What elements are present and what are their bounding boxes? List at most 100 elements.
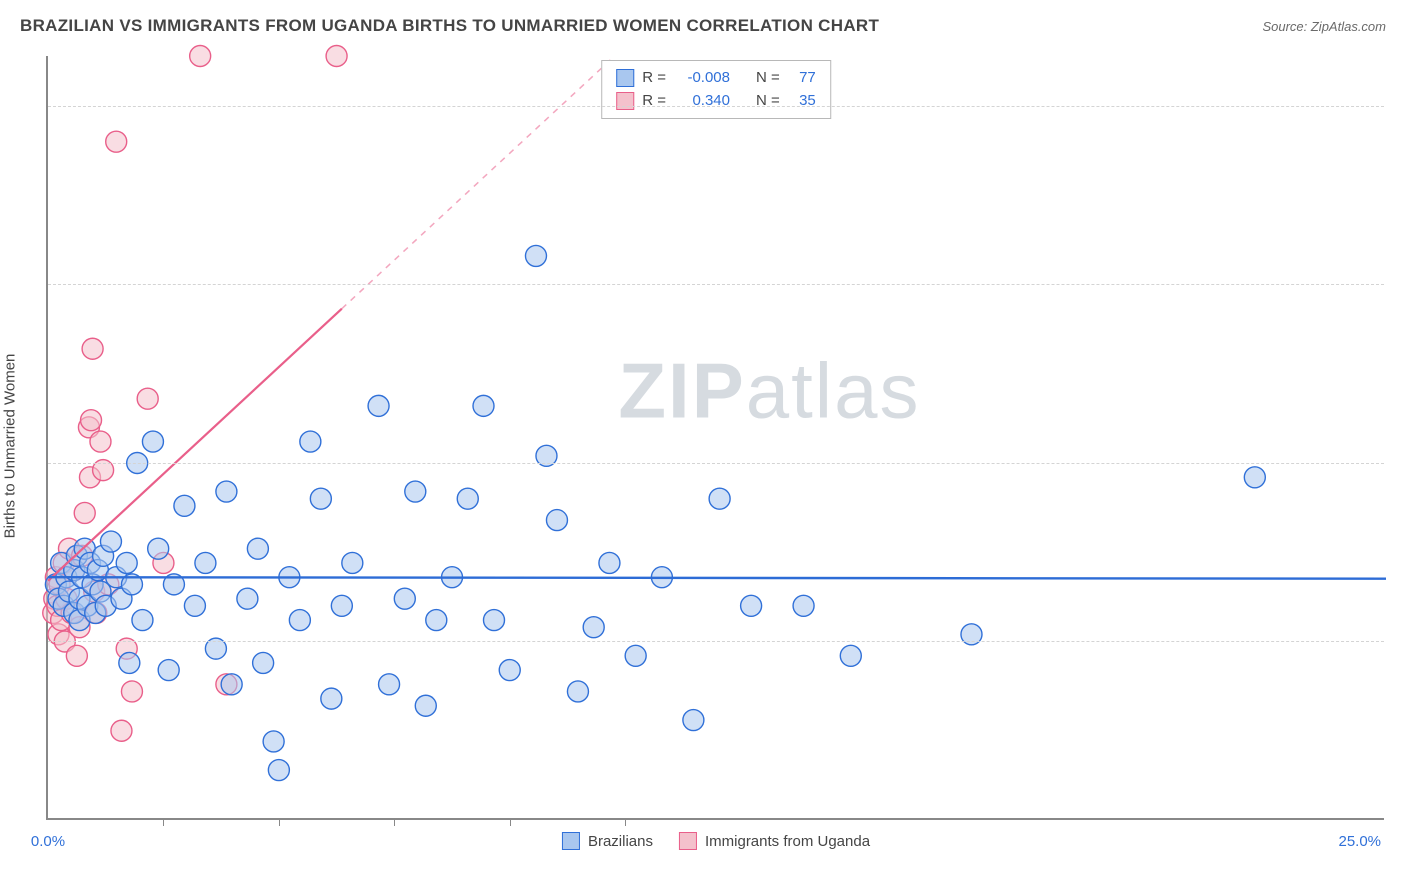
n-label: N = bbox=[756, 67, 780, 90]
y-tick-label: 100.0% bbox=[1392, 97, 1406, 114]
stats-row-pink: R = 0.340 N = 35 bbox=[616, 90, 816, 113]
data-point bbox=[111, 720, 132, 741]
y-axis-label: Births to Unmarried Women bbox=[2, 354, 19, 539]
data-point bbox=[793, 595, 814, 616]
x-tick bbox=[510, 818, 511, 826]
data-point bbox=[132, 610, 153, 631]
x-tick-label: 0.0% bbox=[31, 833, 65, 850]
data-point bbox=[310, 488, 331, 509]
data-point bbox=[457, 488, 478, 509]
data-point bbox=[190, 46, 211, 67]
data-point bbox=[221, 674, 242, 695]
n-value-pink: 35 bbox=[788, 90, 816, 113]
data-point bbox=[567, 681, 588, 702]
n-value-blue: 77 bbox=[788, 67, 816, 90]
x-tick bbox=[625, 818, 626, 826]
data-point bbox=[289, 610, 310, 631]
data-point bbox=[583, 617, 604, 638]
gridline-h bbox=[48, 641, 1384, 642]
x-tick bbox=[279, 818, 280, 826]
data-point bbox=[253, 652, 274, 673]
data-point bbox=[119, 652, 140, 673]
x-tick bbox=[394, 818, 395, 826]
chart-title: BRAZILIAN VS IMMIGRANTS FROM UGANDA BIRT… bbox=[20, 16, 879, 36]
trend-line bbox=[48, 577, 1386, 578]
chart-plot-area: ZIPatlas R = -0.008 N = 77 R = 0.340 N =… bbox=[46, 56, 1384, 820]
data-point bbox=[321, 688, 342, 709]
chart-source: Source: ZipAtlas.com bbox=[1262, 19, 1386, 34]
data-point bbox=[405, 481, 426, 502]
data-point bbox=[379, 674, 400, 695]
data-point bbox=[484, 610, 505, 631]
data-point bbox=[81, 410, 102, 431]
stats-box: R = -0.008 N = 77 R = 0.340 N = 35 bbox=[601, 60, 831, 119]
chart-header: BRAZILIAN VS IMMIGRANTS FROM UGANDA BIRT… bbox=[20, 16, 1386, 36]
data-point bbox=[546, 510, 567, 531]
data-point bbox=[426, 610, 447, 631]
data-point bbox=[342, 552, 363, 573]
data-point bbox=[394, 588, 415, 609]
scatter-svg bbox=[48, 56, 1384, 818]
data-point bbox=[331, 595, 352, 616]
data-point bbox=[415, 695, 436, 716]
data-point bbox=[741, 595, 762, 616]
data-point bbox=[599, 552, 620, 573]
gridline-h bbox=[48, 106, 1384, 107]
r-label: R = bbox=[642, 90, 666, 113]
data-point bbox=[300, 431, 321, 452]
data-point bbox=[195, 552, 216, 573]
data-point bbox=[525, 245, 546, 266]
swatch-blue bbox=[616, 69, 634, 87]
data-point bbox=[174, 495, 195, 516]
legend-swatch-pink bbox=[679, 832, 697, 850]
legend-item-blue: Brazilians bbox=[562, 832, 653, 850]
data-point bbox=[184, 595, 205, 616]
data-point bbox=[499, 660, 520, 681]
legend-item-pink: Immigrants from Uganda bbox=[679, 832, 870, 850]
data-point bbox=[368, 395, 389, 416]
data-point bbox=[237, 588, 258, 609]
data-point bbox=[216, 481, 237, 502]
data-point bbox=[709, 488, 730, 509]
gridline-h bbox=[48, 284, 1384, 285]
x-tick-label: 25.0% bbox=[1338, 833, 1381, 850]
data-point bbox=[683, 710, 704, 731]
data-point bbox=[840, 645, 861, 666]
data-point bbox=[268, 760, 289, 781]
r-label: R = bbox=[642, 67, 666, 90]
data-point bbox=[1244, 467, 1265, 488]
y-tick-label: 50.0% bbox=[1392, 454, 1406, 471]
y-tick-label: 25.0% bbox=[1392, 633, 1406, 650]
data-point bbox=[142, 431, 163, 452]
data-point bbox=[74, 502, 95, 523]
data-point bbox=[116, 552, 137, 573]
data-point bbox=[137, 388, 158, 409]
bottom-legend: Brazilians Immigrants from Uganda bbox=[562, 832, 870, 850]
source-name: ZipAtlas.com bbox=[1311, 19, 1386, 34]
legend-label-pink: Immigrants from Uganda bbox=[705, 833, 870, 850]
data-point bbox=[247, 538, 268, 559]
r-value-blue: -0.008 bbox=[674, 67, 730, 90]
legend-swatch-blue bbox=[562, 832, 580, 850]
x-tick bbox=[163, 818, 164, 826]
data-point bbox=[106, 131, 127, 152]
legend-label-blue: Brazilians bbox=[588, 833, 653, 850]
stats-row-blue: R = -0.008 N = 77 bbox=[616, 67, 816, 90]
swatch-pink bbox=[616, 92, 634, 110]
data-point bbox=[326, 46, 347, 67]
trend-line-dashed bbox=[342, 56, 615, 309]
data-point bbox=[121, 681, 142, 702]
data-point bbox=[100, 531, 121, 552]
n-label: N = bbox=[756, 90, 780, 113]
data-point bbox=[148, 538, 169, 559]
data-point bbox=[90, 431, 111, 452]
source-prefix: Source: bbox=[1262, 19, 1310, 34]
data-point bbox=[263, 731, 284, 752]
data-point bbox=[66, 645, 87, 666]
gridline-h bbox=[48, 463, 1384, 464]
data-point bbox=[473, 395, 494, 416]
data-point bbox=[158, 660, 179, 681]
y-tick-label: 75.0% bbox=[1392, 276, 1406, 293]
r-value-pink: 0.340 bbox=[674, 90, 730, 113]
data-point bbox=[625, 645, 646, 666]
